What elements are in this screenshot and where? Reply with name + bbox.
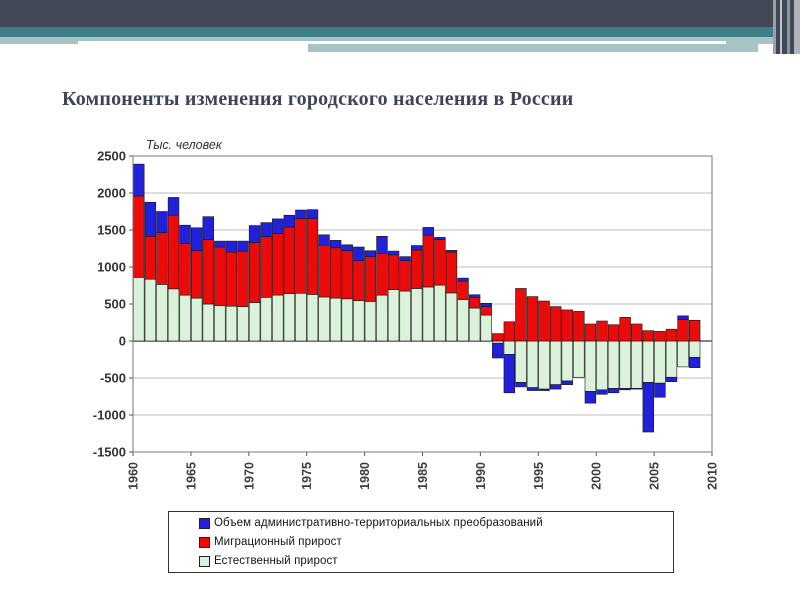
svg-text:2000: 2000 [97,186,126,201]
corner-stripes-decoration [773,0,800,54]
y-axis-unit-label: Тыс. человек [146,138,223,152]
svg-text:2010: 2010 [706,462,720,490]
top-banner-light-stripe [0,37,800,44]
legend-row: Объем административно-территориальных пр… [199,514,673,533]
top-banner-dark [0,0,800,27]
svg-text:1500: 1500 [97,223,126,238]
svg-text:0: 0 [119,334,126,349]
chart-legend: Объем административно-территориальных пр… [168,511,674,573]
svg-text:2005: 2005 [648,462,662,490]
legend-marker [199,536,210,548]
svg-text:1975: 1975 [300,462,314,490]
svg-text:2000: 2000 [590,462,604,490]
svg-text:1000: 1000 [97,260,126,275]
legend-label: Объем административно-территориальных пр… [214,517,543,529]
svg-text:1960: 1960 [127,462,141,490]
legend-row: Естественный прирост [199,552,673,571]
legend-row: Миграционный прирост [199,533,673,552]
svg-text:1995: 1995 [532,462,546,490]
slide-title: Компоненты изменения городского населени… [62,88,574,110]
top-banner-light-stripe-right [308,44,758,52]
svg-text:-1000: -1000 [93,408,126,423]
svg-text:1965: 1965 [184,462,198,490]
top-banner-white-line [78,41,726,44]
population-change-chart: 2500 2000 1500 1000 500 0 -500 -1000 -1500 1960 19… [60,128,740,588]
svg-text:1970: 1970 [242,462,256,490]
svg-text:-1500: -1500 [93,445,126,460]
svg-text:1980: 1980 [358,462,372,490]
svg-text:-500: -500 [100,371,126,386]
legend-marker [199,517,210,529]
svg-text:500: 500 [104,297,126,312]
svg-text:1985: 1985 [416,462,430,490]
svg-text:1990: 1990 [474,462,488,490]
top-banner-teal-stripe [0,27,800,37]
legend-label: Естественный прирост [214,555,338,567]
svg-text:2500: 2500 [97,149,126,164]
legend-marker [199,555,210,567]
legend-label: Миграционный прирост [214,536,342,548]
